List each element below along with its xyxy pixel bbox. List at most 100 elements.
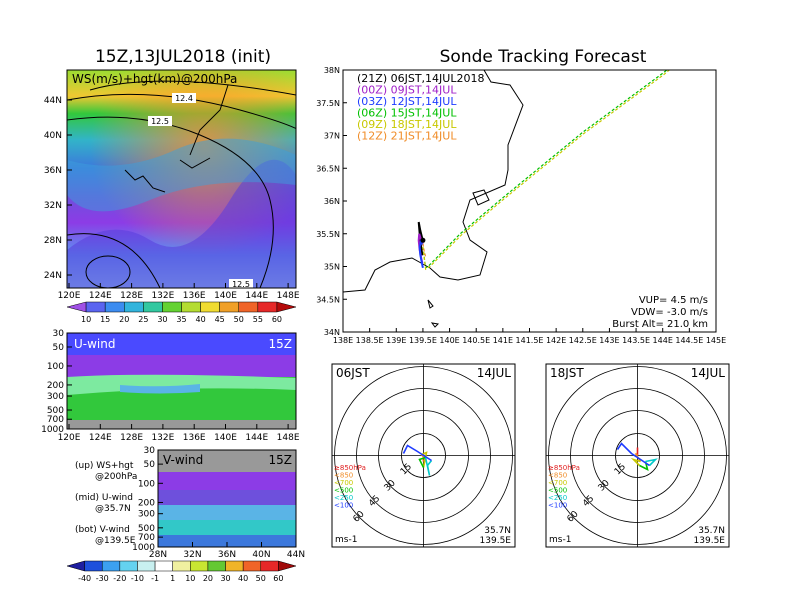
colorbar-swatch	[101, 560, 121, 572]
pressure-tick-label: 100	[138, 479, 155, 489]
legend-entry: (09Z) 18JST,14JUL	[357, 118, 457, 131]
panel-notes: (up) WS+hgt @200hPa (mid) U-wind @35.7N …	[75, 461, 137, 546]
colorbar-swatch	[242, 560, 262, 572]
hodograph-trace	[421, 451, 428, 468]
vdw-value: VDW= -3.0 m/s	[631, 307, 708, 318]
lat-tick-label: 44N	[44, 96, 62, 106]
launch-point	[420, 237, 426, 243]
vup-value: VUP= 4.5 m/s	[639, 295, 708, 306]
v-wind-panel	[158, 450, 296, 547]
contour-label: 12.5	[151, 117, 169, 126]
u-wind-label: U-wind	[74, 337, 115, 351]
track-title: Sonde Tracking Forecast	[440, 47, 647, 67]
level-legend-entry: <250	[334, 494, 353, 502]
hodograph-unit: ms-1	[549, 535, 571, 545]
colorbar-label: 30	[157, 315, 167, 324]
note-mid: (mid) U-wind	[75, 493, 133, 503]
note-up: (up) WS+hgt	[75, 461, 134, 471]
lon-tick-label: 140.5E	[462, 336, 490, 345]
wind-map-title: 15Z,13JUL2018 (init)	[95, 47, 271, 67]
colorbar-label: 60	[273, 574, 283, 583]
level-legend-entry: <700	[548, 479, 567, 487]
colorbar-label: 60	[272, 315, 282, 324]
lon-tick-label: 142.5E	[569, 336, 597, 345]
lon-tick-label: 148E	[277, 433, 300, 443]
lat-tick-label: 35.5N	[316, 230, 340, 239]
lat-tick-label: 38N	[324, 66, 340, 75]
colorbar-swatch	[219, 301, 239, 313]
coastline	[472, 189, 490, 206]
colorbar-label: -30	[96, 574, 109, 583]
lon-tick-label: 140E	[214, 291, 237, 301]
pressure-tick-label: 300	[47, 392, 64, 402]
track-series-line	[422, 70, 668, 269]
level-legend-entry: ≥850hPa	[548, 464, 580, 472]
note-bot-lon: @139.5E	[95, 536, 136, 546]
colorbar-swatch	[119, 560, 138, 572]
pressure-tick-label: 50	[144, 460, 156, 470]
track-lon-axis: 138E 138.5E 139E 139.5E 140E 140.5E 141E 141.5E…	[333, 328, 726, 345]
pressure-tick-label: 50	[53, 343, 65, 353]
lon-tick-label: 144E	[245, 291, 268, 301]
hodograph-lat: 35.7N	[698, 526, 725, 536]
hodograph-trace	[630, 457, 641, 467]
colorbar-label: 40	[195, 315, 205, 324]
colorbar-label: 45	[215, 315, 225, 324]
lon-tick-label: 136E	[183, 433, 206, 443]
lat-tick-label: 40N	[252, 550, 270, 560]
colorbar-swatch	[66, 560, 85, 572]
track-lat-axis: 38N 37.5N 37N 36.5N 36N 35.5N 35N 34.5N 34N	[316, 66, 347, 337]
v-wind-label: V-wind	[163, 453, 203, 467]
lon-tick-label: 141.5E	[516, 336, 544, 345]
level-legend-entry: <250	[548, 494, 567, 502]
lat-tick-label: 34.5N	[316, 295, 340, 304]
hodograph-time: 18JST	[550, 366, 584, 380]
pressure-tick-label: 200	[47, 381, 64, 391]
legend-entry: (12Z) 21JST,14JUL	[357, 130, 457, 143]
legend-entry: (21Z) 06JST,14JUL2018	[357, 72, 484, 85]
colorbar-label: 50	[256, 574, 266, 583]
u-wind-time: 15Z	[269, 337, 293, 351]
lon-tick-label: 143E	[599, 336, 619, 345]
colorbar-swatch	[238, 301, 259, 313]
lon-tick-label: 148E	[277, 291, 300, 301]
colorbar-label: -10	[131, 574, 144, 583]
colorbar-swatch	[200, 301, 220, 313]
colorbar-swatch	[207, 560, 226, 572]
hodograph-trace	[616, 442, 650, 467]
colorbar-label: 10	[185, 574, 195, 583]
lon-tick-label: 128E	[120, 291, 143, 301]
colorbar-label: 20	[203, 574, 213, 583]
pressure-tick-label: 700	[47, 415, 64, 425]
lat-tick-label: 44N	[287, 550, 305, 560]
wind-map-label: WS(m/s)+hgt(km)@200hPa	[72, 72, 237, 86]
colorbar-swatch	[225, 560, 244, 572]
hodograph-trace	[402, 444, 432, 462]
track-map	[343, 70, 671, 328]
colorbar-swatch	[137, 560, 156, 572]
colorbar-swatch	[66, 301, 87, 313]
hodograph-time: 06JST	[336, 366, 370, 380]
note-bot: (bot) V-wind	[75, 525, 130, 535]
coastline	[343, 70, 524, 293]
colorbar-label: 20	[119, 315, 129, 324]
island	[427, 299, 440, 328]
v-wind-time: 15Z	[269, 453, 293, 467]
lon-tick-label: 132E	[151, 433, 174, 443]
colorbar-label: 40	[238, 574, 248, 583]
hodograph-unit: ms-1	[335, 535, 357, 545]
colorbar-label: -40	[78, 574, 91, 583]
legend-entry: (00Z) 09JST,14JUL	[357, 84, 457, 97]
lat-tick-label: 32N	[183, 550, 201, 560]
legend-entry: (06Z) 15JST,14JUL	[357, 107, 457, 120]
hodograph-trace	[424, 457, 433, 476]
colorbar-label: -1	[151, 574, 159, 583]
lon-tick-label: 144E	[245, 433, 268, 443]
colorbar-label: -20	[113, 574, 126, 583]
wind-map-lat-axis: 44N 40N 36N 32N 28N 24N	[44, 96, 72, 281]
level-legend-entry: ≥850hPa	[334, 464, 366, 472]
track-series-line	[422, 243, 427, 257]
colorbar-swatch	[143, 301, 163, 313]
